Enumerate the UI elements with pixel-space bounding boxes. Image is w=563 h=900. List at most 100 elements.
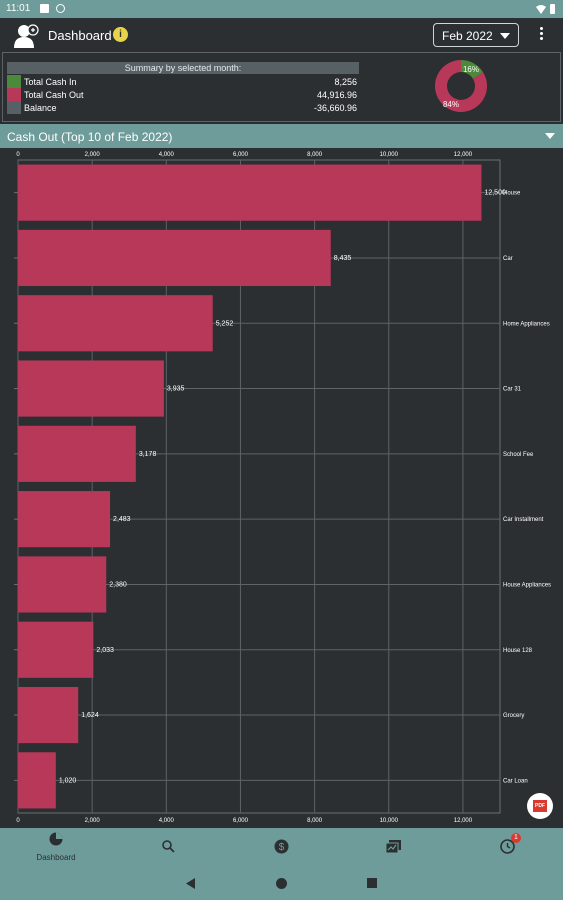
bar-value-label: 1,624 bbox=[81, 712, 99, 719]
bar-value-label: 2,380 bbox=[109, 581, 127, 588]
x-tick-label-top: 2,000 bbox=[85, 152, 101, 158]
system-navigation bbox=[0, 866, 563, 900]
bar bbox=[18, 491, 111, 548]
page-title: Dashboard bbox=[48, 28, 112, 43]
bar bbox=[18, 229, 331, 287]
x-tick-label-top: 12,000 bbox=[454, 152, 473, 158]
x-tick-label-bottom: 6,000 bbox=[233, 818, 249, 824]
month-select-value: Feb 2022 bbox=[442, 29, 493, 43]
x-tick-label-bottom: 2,000 bbox=[85, 818, 101, 824]
nav-search[interactable] bbox=[128, 828, 208, 866]
x-tick-label-bottom: 0 bbox=[16, 818, 20, 824]
category-label: Grocery bbox=[503, 713, 524, 719]
summary-heading: Summary by selected month: bbox=[7, 62, 359, 74]
summary-row-cash-out: Total Cash Out 44,916.96 bbox=[7, 88, 359, 101]
cash-out-bar-chart: 0 0 2,000 2,000 4,000 4,000 6,000 6,000 8,000 8,0… bbox=[0, 148, 563, 828]
bar bbox=[18, 556, 107, 613]
summary-label: Total Cash Out bbox=[24, 90, 84, 100]
bar-value-label: 3,935 bbox=[167, 386, 185, 393]
summary-panel: Summary by selected month: Total Cash In… bbox=[2, 52, 561, 122]
notification-icon bbox=[40, 4, 49, 13]
search-icon bbox=[162, 840, 175, 853]
cash-donut-chart: 16% 84% bbox=[435, 60, 487, 112]
bar bbox=[18, 295, 213, 352]
notification-badge: 1 bbox=[511, 833, 521, 843]
category-label: Car 31 bbox=[503, 387, 522, 393]
pie-chart-icon bbox=[49, 832, 63, 846]
chevron-down-icon bbox=[500, 33, 510, 39]
category-label: House Appliances bbox=[503, 582, 551, 588]
donut-label-out: 84% bbox=[443, 100, 459, 109]
nav-label: Dashboard bbox=[36, 853, 76, 862]
x-tick-label-top: 8,000 bbox=[307, 152, 323, 158]
summary-value: 8,256 bbox=[334, 77, 357, 87]
legend-swatch bbox=[7, 88, 21, 101]
x-tick-label-bottom: 12,000 bbox=[454, 818, 473, 824]
summary-value: -36,660.96 bbox=[313, 103, 357, 113]
battery-icon bbox=[550, 4, 555, 14]
category-label: House bbox=[503, 191, 521, 197]
x-tick-label-top: 4,000 bbox=[159, 152, 175, 158]
status-bar: 11:01 bbox=[0, 0, 563, 18]
category-label: Car Installment bbox=[503, 517, 544, 523]
cash-out-section-header[interactable]: Cash Out (Top 10 of Feb 2022) bbox=[0, 124, 563, 148]
bar bbox=[18, 164, 482, 221]
bar-value-label: 8,435 bbox=[334, 255, 352, 262]
user-avatar-icon[interactable] bbox=[14, 22, 40, 48]
dollar-icon: $ bbox=[274, 839, 289, 854]
category-label: Car Loan bbox=[503, 778, 528, 784]
clock-icon bbox=[500, 839, 515, 854]
app-bar: Dashboard i Feb 2022 bbox=[0, 18, 563, 52]
x-tick-label-bottom: 10,000 bbox=[380, 818, 399, 824]
legend-swatch bbox=[7, 75, 21, 88]
x-tick-label-top: 10,000 bbox=[380, 152, 399, 158]
nav-reports[interactable] bbox=[354, 828, 434, 866]
bar-value-label: 2,033 bbox=[96, 647, 114, 654]
summary-row-balance: Balance -36,660.96 bbox=[7, 101, 359, 114]
summary-label: Total Cash In bbox=[24, 77, 77, 87]
summary-value: 44,916.96 bbox=[316, 90, 357, 100]
sync-icon bbox=[56, 4, 65, 13]
info-icon[interactable]: i bbox=[113, 27, 128, 42]
nav-transactions[interactable]: $ bbox=[242, 828, 322, 866]
x-tick-label-top: 0 bbox=[16, 152, 20, 158]
bar bbox=[18, 621, 94, 678]
nav-dashboard[interactable]: Dashboard bbox=[16, 828, 96, 866]
status-time: 11:01 bbox=[6, 3, 31, 14]
bottom-navigation: Dashboard $ 1 bbox=[0, 828, 563, 866]
category-label: House 128 bbox=[503, 648, 533, 654]
wifi-icon bbox=[536, 5, 546, 14]
summary-label: Balance bbox=[24, 103, 57, 113]
back-icon[interactable] bbox=[186, 878, 196, 889]
category-label: Car bbox=[503, 256, 513, 262]
x-tick-label-bottom: 8,000 bbox=[307, 818, 323, 824]
section-title: Cash Out (Top 10 of Feb 2022) bbox=[7, 130, 173, 144]
bar-value-label: 2,483 bbox=[113, 516, 131, 523]
summary-row-cash-in: Total Cash In 8,256 bbox=[7, 75, 359, 88]
report-icon bbox=[386, 840, 401, 853]
bar bbox=[18, 686, 79, 744]
month-select[interactable]: Feb 2022 bbox=[433, 23, 519, 47]
legend-swatch bbox=[7, 101, 21, 114]
x-tick-label-top: 6,000 bbox=[233, 152, 249, 158]
more-vert-icon[interactable] bbox=[538, 27, 544, 43]
bar-value-label: 1,020 bbox=[59, 777, 77, 784]
home-icon[interactable] bbox=[276, 878, 287, 889]
bar-value-label: 3,178 bbox=[139, 451, 157, 458]
x-tick-label-bottom: 4,000 bbox=[159, 818, 175, 824]
recents-icon[interactable] bbox=[367, 878, 377, 888]
category-label: Home Appliances bbox=[503, 321, 550, 327]
chevron-down-icon bbox=[545, 133, 555, 139]
export-pdf-button[interactable]: PDF bbox=[527, 793, 553, 819]
category-label: School Fee bbox=[503, 452, 534, 458]
bar bbox=[18, 752, 56, 809]
bar-value-label: 12,500 bbox=[484, 190, 506, 197]
nav-history[interactable]: 1 bbox=[468, 828, 548, 866]
bar bbox=[18, 360, 164, 417]
bar-chart-svg: 0 0 2,000 2,000 4,000 4,000 6,000 6,000 8,000 8,0… bbox=[14, 152, 551, 824]
bar-value-label: 5,252 bbox=[216, 320, 234, 327]
donut-label-in: 16% bbox=[463, 65, 479, 74]
pdf-icon: PDF bbox=[533, 800, 547, 812]
svg-text:$: $ bbox=[279, 842, 285, 853]
bar bbox=[18, 425, 136, 482]
